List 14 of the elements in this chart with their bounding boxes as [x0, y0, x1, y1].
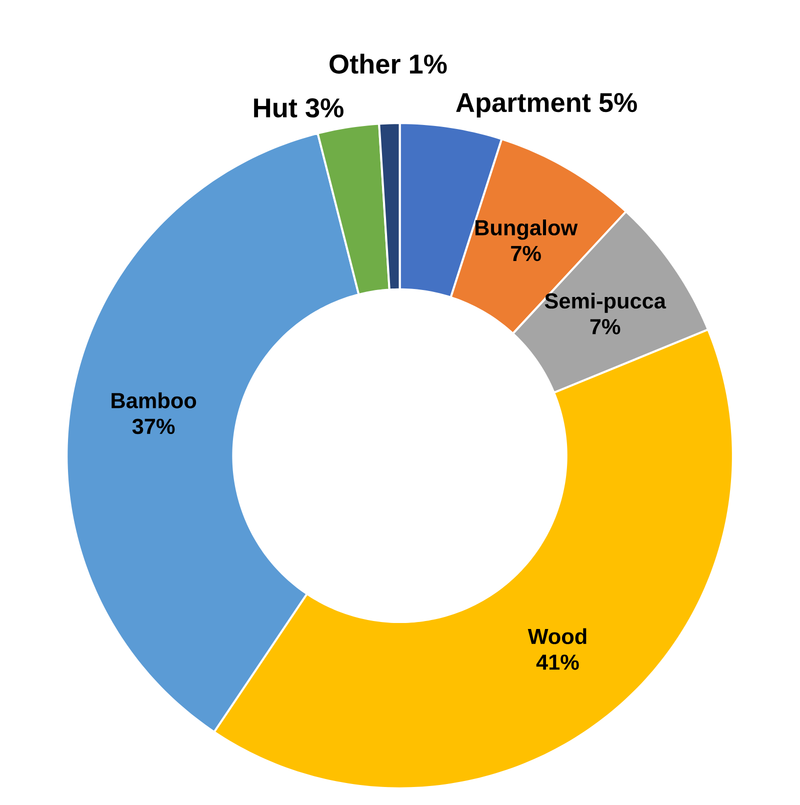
data-label: 1% [410, 54, 447, 74]
data-label: 7% [590, 319, 620, 334]
data-label: 7% [511, 246, 542, 262]
slice-label: Bamboo [112, 392, 196, 408]
data-label: 3% [306, 98, 344, 118]
data-label: 41% [536, 654, 580, 670]
slice-label: Other [330, 54, 401, 74]
slice-label: Bungalow [476, 219, 578, 240]
data-label: 37% [132, 418, 175, 434]
slice-label: Hut [254, 98, 298, 118]
data-label: 5% [600, 93, 638, 112]
slice-label: Semi-pucca [545, 292, 666, 313]
slice-label: Apartment [456, 93, 591, 118]
slice-label: Wood [528, 628, 586, 644]
